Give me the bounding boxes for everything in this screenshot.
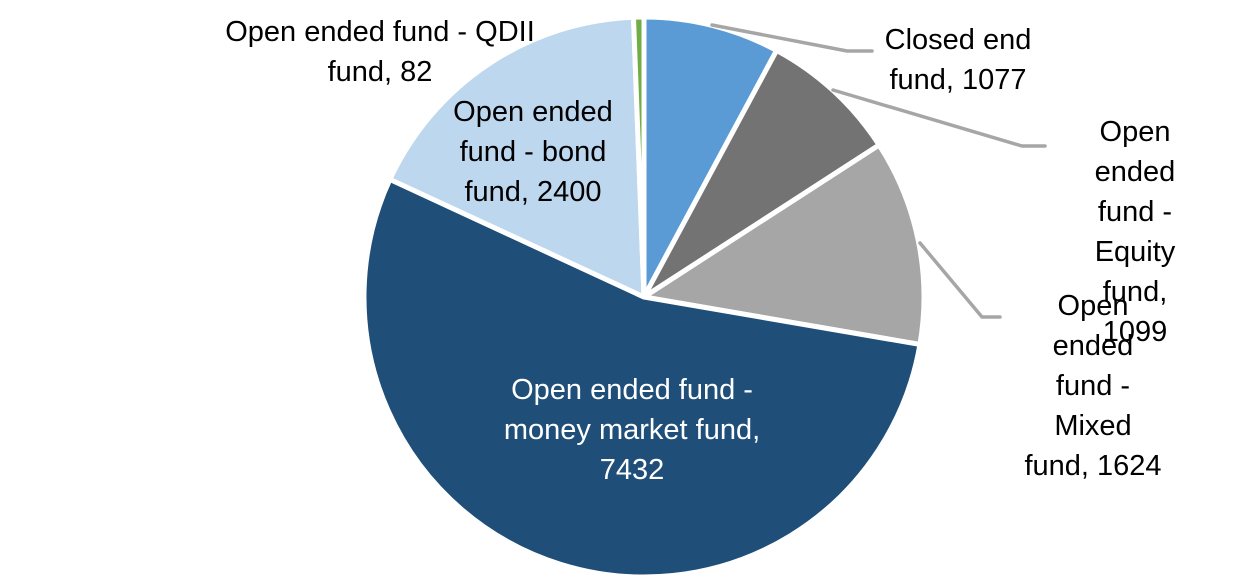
pie-slice-open-ended-fund-qdii-fund — [630, 14, 647, 300]
leader-line-equity-fund — [831, 88, 1047, 148]
data-label-mixed-fund: Open ended fund - Mixed fund, 1624 — [1024, 290, 1162, 482]
pie-slice-open-ended-fund-mixed-fund — [641, 142, 927, 347]
data-label-qdii-fund: Open ended fund - QDII fund, 82 — [225, 16, 535, 88]
data-label-bond-fund: Open ended fund - bond fund, 2400 — [453, 96, 613, 208]
data-label-money-market-fund: Open ended fund - money market fund, 743… — [503, 374, 761, 486]
pie-slices — [361, 14, 927, 580]
data-label-closed-end-fund: Closed end fund, 1077 — [884, 24, 1032, 96]
leader-line-mixed-fund — [918, 241, 1002, 319]
leader-line-closed-end-fund — [710, 23, 874, 53]
pie-slice-open-ended-fund-money-market-fund — [361, 176, 923, 580]
pie-slice-open-ended-fund-bond-fund — [387, 14, 647, 300]
data-label-equity-fund: Open ended fund - Equity fund, 1099 — [1094, 116, 1176, 348]
